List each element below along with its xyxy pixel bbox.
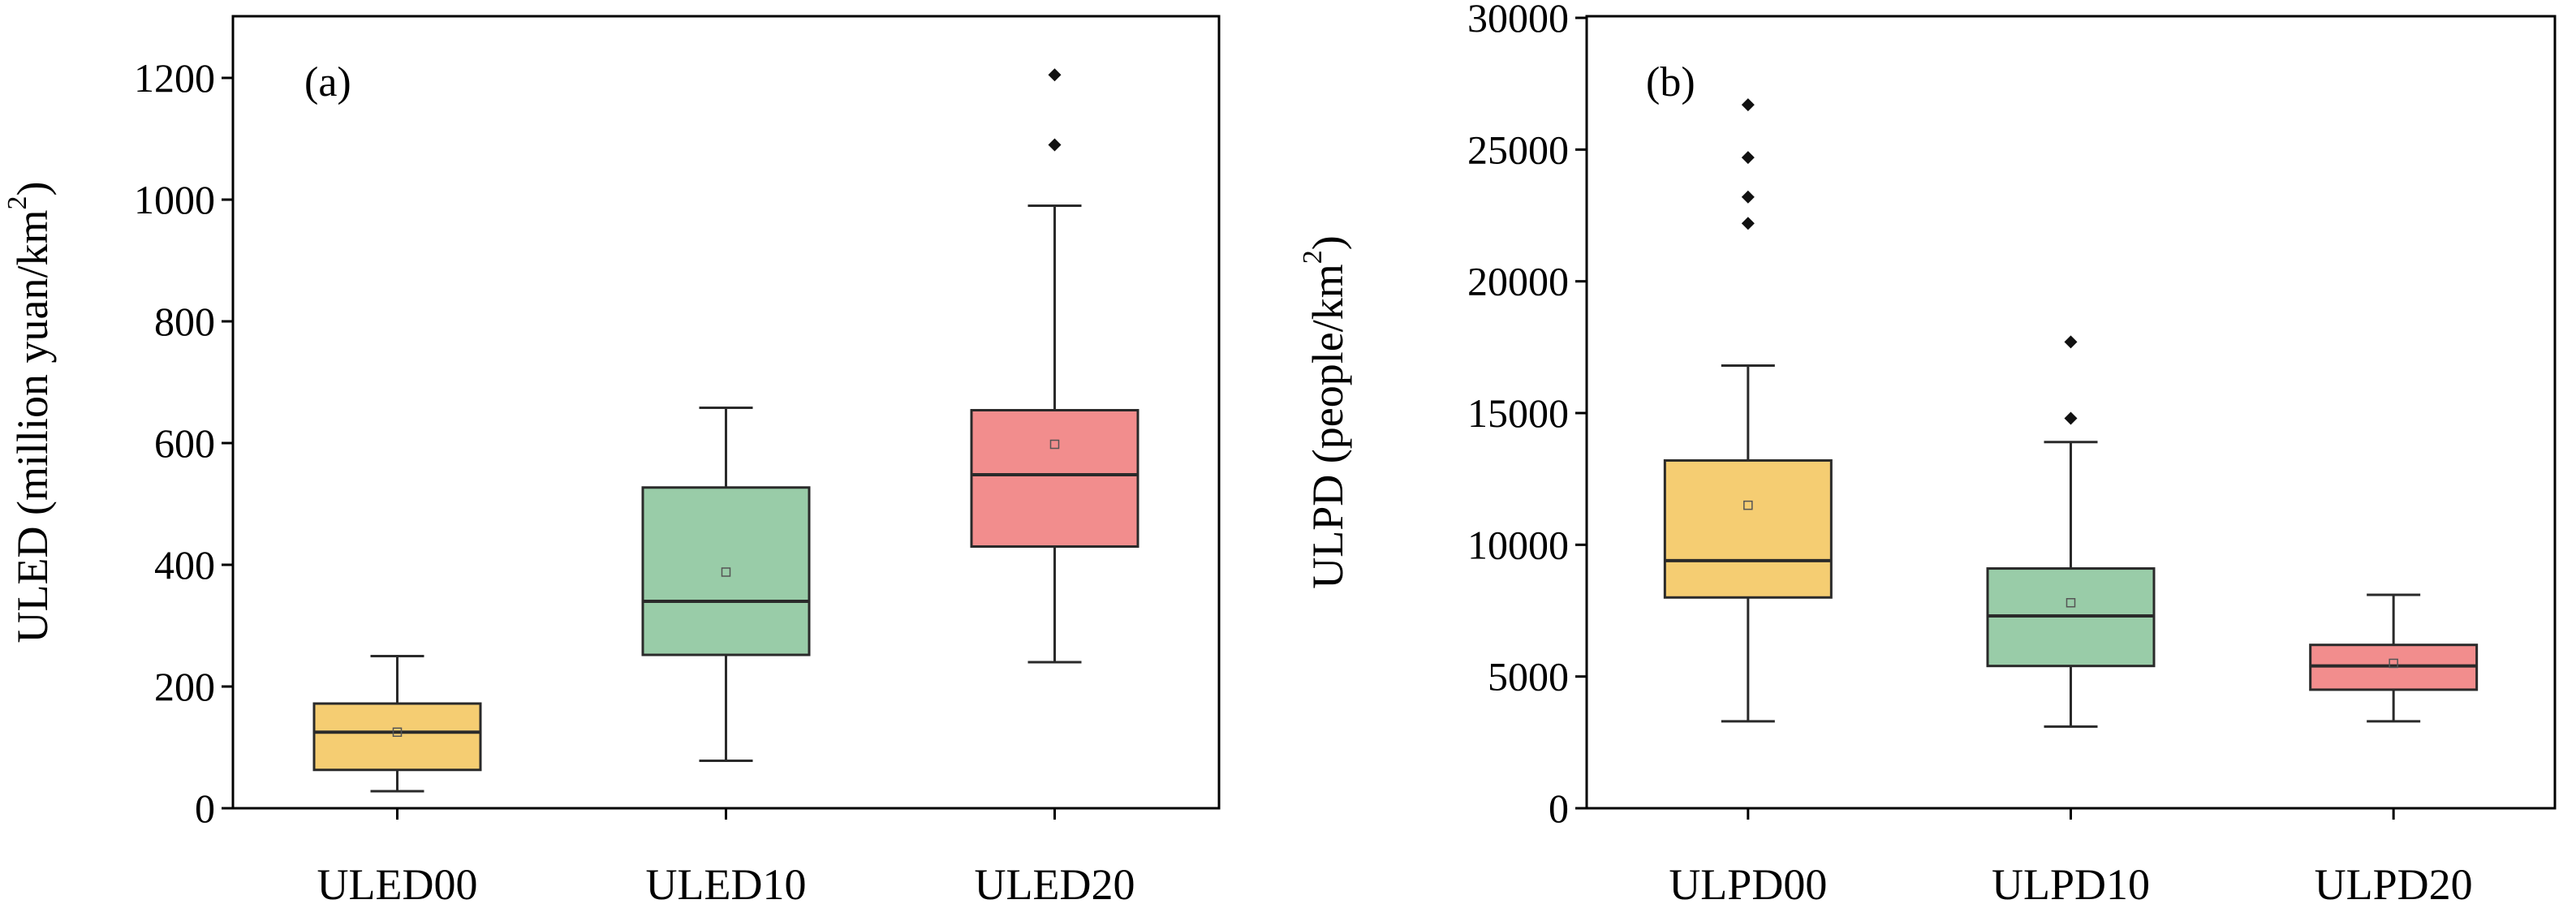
- y-axis-title-a: ULED (million yuan/km2): [2, 182, 57, 644]
- y-tick-label-a-0: 0: [195, 786, 215, 831]
- outlier-ulpd00-2: [1741, 151, 1755, 165]
- mean-marker-uled10: [721, 567, 731, 577]
- y-tick-label-b-10000: 10000: [1467, 522, 1569, 567]
- category-label-uled10: ULED10: [646, 860, 807, 904]
- y-tick-label-b-15000: 15000: [1467, 390, 1569, 436]
- y-tick-label-b-5000: 5000: [1488, 654, 1569, 700]
- mean-marker-uled00: [392, 727, 403, 737]
- y-tick-label-a-1200: 1200: [134, 55, 215, 101]
- panel-a-uled: 0 200 400 600 800 1000 1200 ULED (million yuan/…: [2, 15, 1221, 904]
- y-axis-title-close-b: ): [1303, 235, 1352, 250]
- category-label-ulpd10: ULPD10: [1992, 860, 2150, 904]
- panel-tag-a: (a): [304, 59, 351, 105]
- y-axis-title-main-a: ULED (million yuan/km: [8, 210, 57, 644]
- category-label-ulpd20: ULPD20: [2315, 860, 2473, 904]
- y-tick-label-a-400: 400: [154, 542, 215, 588]
- outlier-ulpd10-0: [2064, 411, 2078, 425]
- panel-tag-b: (b): [1646, 59, 1695, 105]
- y-axis-title-sup-a: 2: [2, 196, 32, 210]
- y-axis-title-close-a: ): [8, 182, 57, 196]
- outlier-uled20-0: [1048, 138, 1062, 152]
- outlier-uled20-1: [1048, 68, 1062, 82]
- y-tick-label-b-0: 0: [1549, 786, 1569, 831]
- category-label-uled00: ULED00: [317, 860, 478, 904]
- y-tick-label-a-1000: 1000: [134, 177, 215, 222]
- mean-marker-ulpd00: [1743, 500, 1753, 510]
- mean-marker-ulpd10: [2066, 598, 2076, 608]
- y-axis-title-main-b: ULPD (people/km: [1303, 264, 1352, 588]
- mean-marker-uled20: [1049, 439, 1060, 450]
- category-label-ulpd00: ULPD00: [1669, 860, 1827, 904]
- outlier-ulpd00-3: [1741, 98, 1755, 112]
- y-tick-label-a-800: 800: [154, 299, 215, 344]
- y-tick-label-b-30000: 30000: [1467, 0, 1569, 41]
- y-tick-label-a-200: 200: [154, 664, 215, 709]
- mean-marker-ulpd20: [2389, 658, 2398, 669]
- category-label-uled20: ULED20: [975, 860, 1135, 904]
- y-tick-label-b-20000: 20000: [1467, 259, 1569, 304]
- y-axis-title-sup-b: 2: [1298, 250, 1328, 264]
- panel-b-ulpd: 0 5000 10000 15000 20000 25000 30000 ULPD (peop…: [1298, 0, 2557, 904]
- outlier-ulpd00-0: [1741, 217, 1755, 230]
- outlier-ulpd00-1: [1741, 190, 1755, 204]
- y-axis-title-b: ULPD (people/km2): [1298, 235, 1352, 588]
- y-tick-label-a-600: 600: [154, 420, 215, 466]
- box-ulpd00: [1663, 458, 1833, 599]
- y-tick-label-b-25000: 25000: [1467, 127, 1569, 172]
- outlier-ulpd10-1: [2064, 335, 2078, 349]
- box-uled10: [641, 486, 811, 656]
- box-uled20: [970, 409, 1139, 548]
